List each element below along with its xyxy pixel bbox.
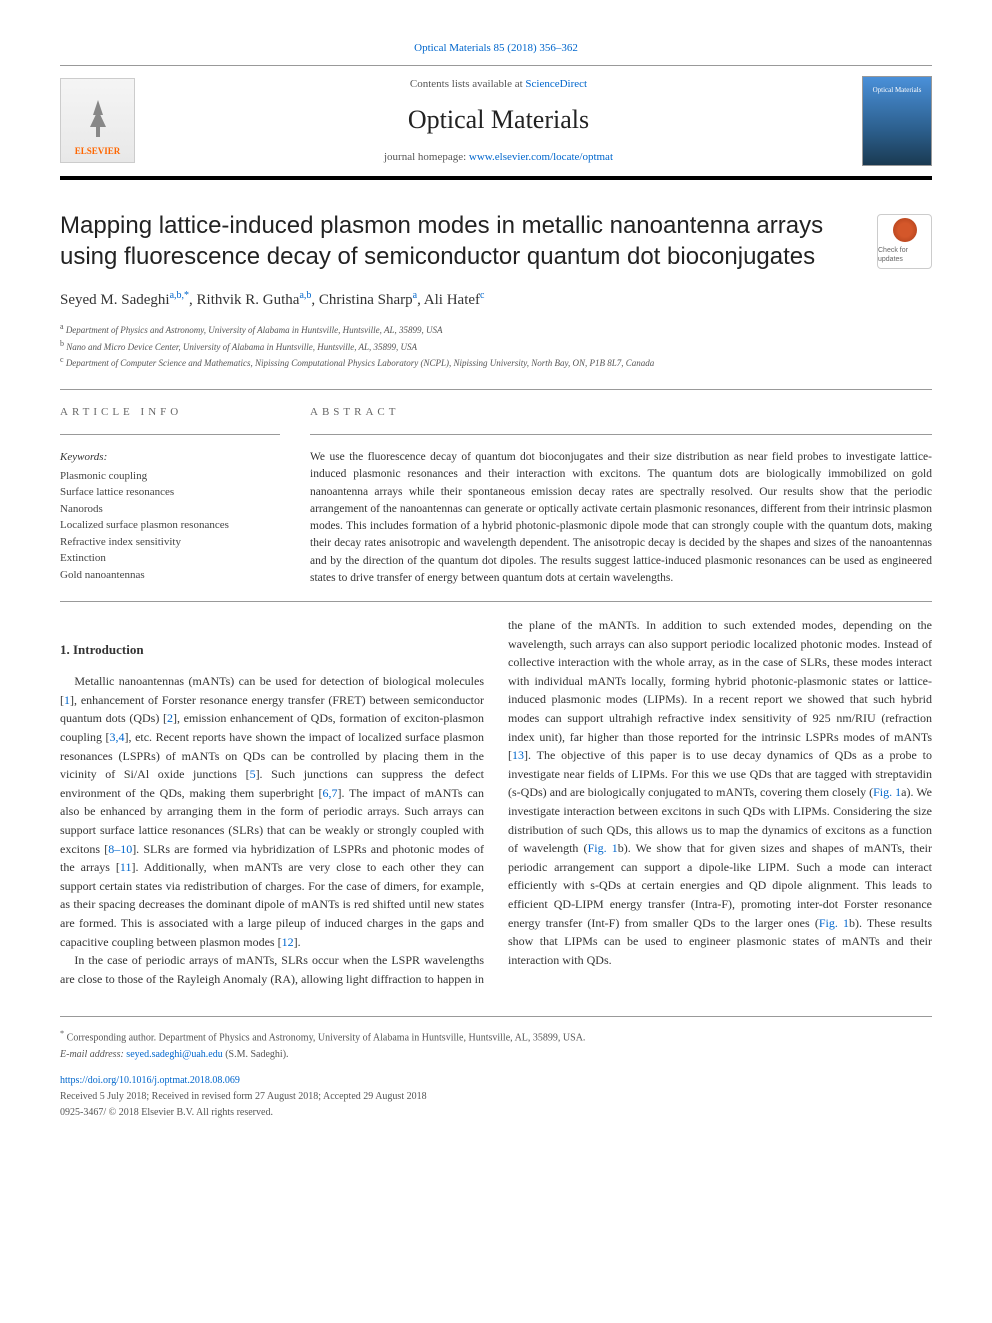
fig-link[interactable]: Fig. 1 <box>873 785 901 799</box>
authors-line: Seyed M. Sadeghia,b,*, Rithvik R. Guthaa… <box>60 288 932 312</box>
check-updates-icon <box>893 218 917 242</box>
email-line: E-mail address: seyed.sadeghi@uah.edu (S… <box>60 1047 932 1063</box>
affiliation: b Nano and Micro Device Center, Universi… <box>60 338 932 354</box>
check-updates-badge[interactable]: Check for updates <box>877 214 932 269</box>
affiliation: a Department of Physics and Astronomy, U… <box>60 321 932 337</box>
email-link[interactable]: seyed.sadeghi@uah.edu <box>126 1049 222 1060</box>
banner-center: Contents lists available at ScienceDirec… <box>135 76 862 166</box>
article-title: Mapping lattice-induced plasmon modes in… <box>60 210 932 272</box>
header-banner: ELSEVIER Contents lists available at Sci… <box>60 65 932 180</box>
sciencedirect-link[interactable]: ScienceDirect <box>525 78 587 90</box>
keyword: Nanorods <box>60 501 280 518</box>
keyword: Refractive index sensitivity <box>60 534 280 551</box>
intro-paragraph: Metallic nanoantennas (mANTs) can be use… <box>60 672 484 951</box>
divider <box>60 389 932 390</box>
fig-link[interactable]: Fig. 1 <box>588 841 618 855</box>
abstract-label: ABSTRACT <box>310 404 932 421</box>
keywords-list: Plasmonic coupling Surface lattice reson… <box>60 468 280 584</box>
ref-link[interactable]: 12 <box>282 935 294 949</box>
corresponding-author: * Corresponding author. Department of Ph… <box>60 1027 932 1046</box>
body-columns: 1. Introduction Metallic nanoantennas (m… <box>60 616 932 988</box>
intro-heading: 1. Introduction <box>60 640 484 660</box>
ref-link[interactable]: 3,4 <box>110 730 125 744</box>
received-line: Received 5 July 2018; Received in revise… <box>60 1089 932 1105</box>
footer-block: * Corresponding author. Department of Ph… <box>60 1016 932 1120</box>
article-info-col: ARTICLE INFO Keywords: Plasmonic couplin… <box>60 404 280 588</box>
article-info-label: ARTICLE INFO <box>60 404 280 421</box>
divider <box>310 434 932 435</box>
keyword: Gold nanoantennas <box>60 567 280 584</box>
journal-name: Optical Materials <box>135 100 862 139</box>
keyword: Surface lattice resonances <box>60 484 280 501</box>
ref-link[interactable]: 6,7 <box>322 786 337 800</box>
keywords-label: Keywords: <box>60 449 280 466</box>
keyword: Extinction <box>60 550 280 567</box>
abstract-text: We use the fluorescence decay of quantum… <box>310 449 932 587</box>
header-citation: Optical Materials 85 (2018) 356–362 <box>60 40 932 57</box>
author: Rithvik R. Guthaa,b <box>197 292 312 308</box>
contents-line: Contents lists available at ScienceDirec… <box>135 76 862 93</box>
abstract-col: ABSTRACT We use the fluorescence decay o… <box>310 404 932 588</box>
elsevier-logo: ELSEVIER <box>60 78 135 163</box>
journal-cover-icon: Optical Materials <box>862 76 932 166</box>
ref-link[interactable]: 11 <box>120 860 132 874</box>
info-abstract-row: ARTICLE INFO Keywords: Plasmonic couplin… <box>60 404 932 588</box>
author: Seyed M. Sadeghia,b,* <box>60 292 189 308</box>
keyword: Localized surface plasmon resonances <box>60 517 280 534</box>
affiliation: c Department of Computer Science and Mat… <box>60 354 932 370</box>
elsevier-tree-icon <box>73 95 123 145</box>
fig-link[interactable]: Fig. 1 <box>819 916 849 930</box>
affiliations: a Department of Physics and Astronomy, U… <box>60 321 932 370</box>
author: Ali Hatefc <box>424 292 485 308</box>
homepage-link[interactable]: www.elsevier.com/locate/optmat <box>469 151 613 163</box>
author: Christina Sharpa <box>319 292 417 308</box>
journal-homepage: journal homepage: www.elsevier.com/locat… <box>135 149 862 166</box>
doi-link[interactable]: https://doi.org/10.1016/j.optmat.2018.08… <box>60 1075 240 1086</box>
copyright-line: 0925-3467/ © 2018 Elsevier B.V. All righ… <box>60 1105 932 1121</box>
keyword: Plasmonic coupling <box>60 468 280 485</box>
ref-link[interactable]: 13 <box>512 748 524 762</box>
divider <box>60 601 932 602</box>
divider <box>60 434 280 435</box>
ref-link[interactable]: 8–10 <box>108 842 132 856</box>
